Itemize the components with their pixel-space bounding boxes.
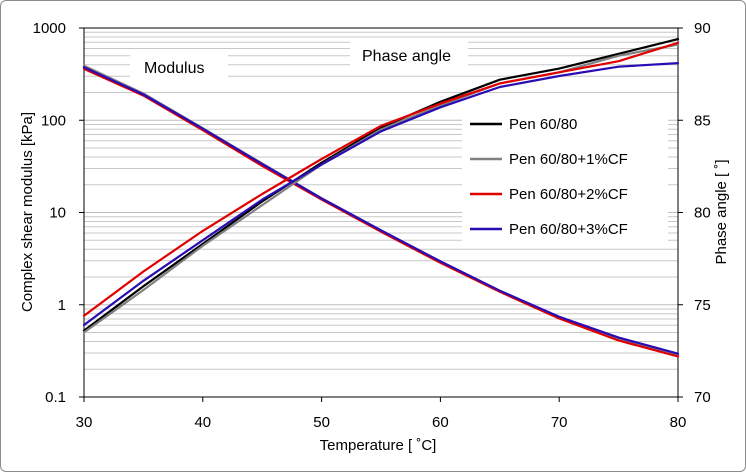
series-line-phase-pen-60-80-3-cf: [82, 61, 680, 327]
x-tick-label: 60: [432, 414, 449, 431]
grid: [84, 31, 678, 370]
x-tick-label: 50: [313, 414, 330, 431]
annotation-modulus-bg: [130, 52, 228, 80]
y-right-tick-label: 75: [694, 297, 711, 314]
y-right-tick-label: 80: [694, 205, 711, 222]
series-line-phase-pen-60-80-1-cf: [82, 43, 680, 334]
y-left-tick-label: 1: [58, 297, 66, 314]
y-left-tick-label: 10: [49, 205, 66, 222]
y-right-tick-label: 85: [694, 112, 711, 129]
y-axis-right-title: Phase angle [ ˚]: [713, 159, 730, 264]
y-left-tick-label: 100: [41, 112, 66, 129]
y-right-tick-label: 90: [694, 20, 711, 37]
series-line-phase-pen-60-80: [82, 37, 680, 332]
legend-label: Pen 60/80: [509, 116, 577, 133]
legend: Pen 60/80 Pen 60/80+1%CF Pen 60/80+2%CF Pen…: [462, 106, 668, 246]
annotation-phase-angle: Phase angle: [362, 48, 451, 65]
series-layer: [82, 37, 680, 358]
series-line-phase-pen-60-80-2-cf: [82, 41, 680, 317]
x-tick-label: 30: [76, 414, 93, 431]
legend-label: Pen 60/80+2%CF: [509, 186, 628, 203]
y-left-tick-label: 1000: [33, 20, 66, 37]
annotation-phase-bg: [350, 40, 468, 68]
ticks-layer: 30 40 50 60 70 80 0.1 1 10 100 1000 70 75 80 85 90: [33, 20, 711, 431]
x-axis-title: Temperature [ ˚C]: [320, 437, 437, 454]
y-left-tick-label: 0.1: [45, 389, 66, 406]
legend-background: [462, 106, 668, 246]
series-line-modulus-pen-60-80-3-cf: [82, 66, 680, 355]
series-line-modulus-pen-60-80-2-cf: [82, 67, 680, 358]
y-right-tick-label: 70: [694, 389, 711, 406]
annotation-modulus: Modulus: [144, 60, 204, 77]
x-tick-label: 80: [670, 414, 687, 431]
x-tick-label: 70: [551, 414, 568, 431]
y-axis-left-title: Complex shear modulus [kPa]: [19, 112, 36, 312]
legend-label: Pen 60/80+3%CF: [509, 221, 628, 238]
x-tick-label: 40: [194, 414, 211, 431]
legend-label: Pen 60/80+1%CF: [509, 151, 628, 168]
